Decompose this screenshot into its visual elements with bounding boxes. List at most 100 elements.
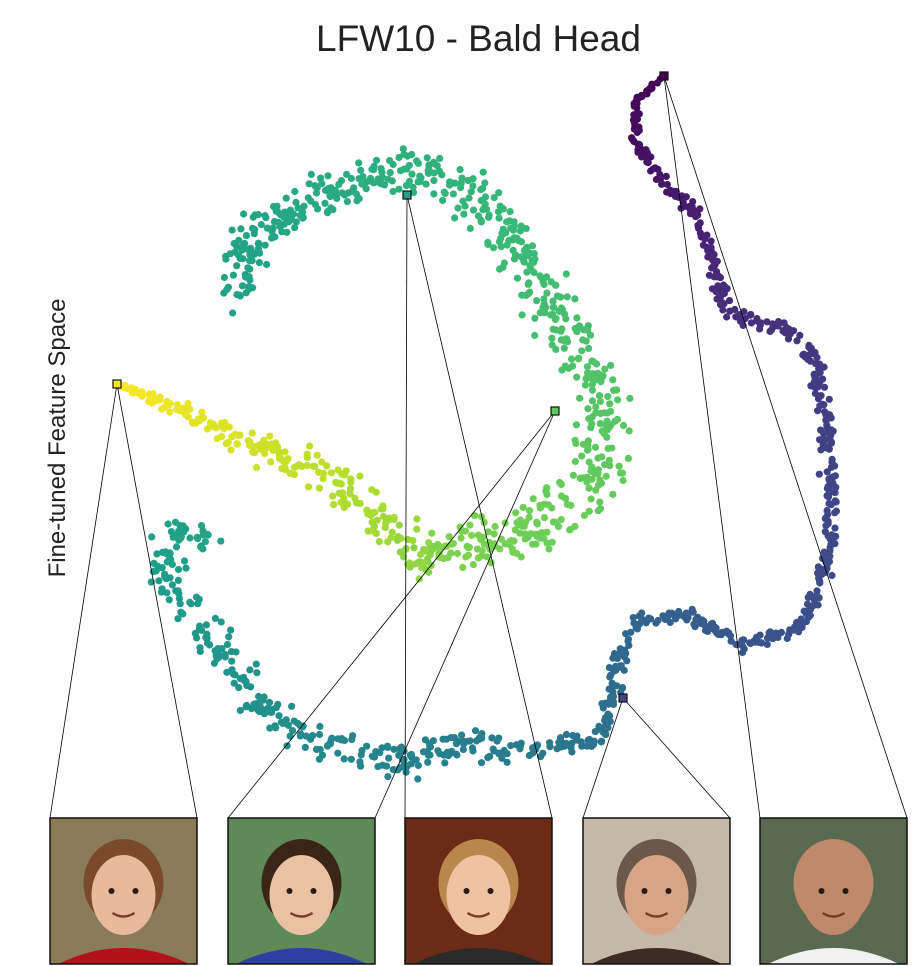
- data-point: [307, 735, 315, 743]
- data-point: [383, 742, 392, 750]
- data-point: [248, 257, 256, 265]
- data-point: [606, 400, 614, 408]
- data-point: [484, 528, 492, 536]
- data-point: [599, 728, 607, 736]
- data-point: [804, 355, 812, 363]
- data-point: [335, 489, 343, 497]
- data-point: [217, 618, 225, 626]
- data-point: [327, 469, 335, 477]
- data-point: [224, 438, 232, 446]
- data-point: [479, 533, 487, 541]
- data-point: [654, 616, 662, 625]
- data-point: [260, 693, 268, 701]
- data-point: [548, 334, 556, 342]
- data-point: [354, 195, 362, 203]
- data-point: [617, 663, 625, 672]
- data-point: [829, 427, 837, 435]
- data-point: [594, 454, 602, 462]
- data-point: [283, 742, 291, 750]
- data-point: [257, 221, 265, 229]
- data-point: [468, 531, 476, 540]
- data-point: [714, 282, 722, 290]
- data-point: [370, 523, 379, 531]
- data-point: [447, 734, 455, 742]
- data-point: [528, 242, 537, 250]
- data-point: [675, 611, 683, 619]
- data-point: [569, 731, 577, 740]
- data-point: [541, 309, 549, 317]
- data-point: [584, 441, 592, 449]
- data-point: [292, 198, 300, 206]
- data-point: [239, 242, 247, 250]
- data-point: [613, 415, 622, 423]
- data-point: [266, 698, 274, 707]
- data-point: [604, 392, 612, 401]
- data-point: [330, 501, 338, 509]
- data-point: [186, 598, 194, 607]
- data-point: [261, 450, 269, 458]
- data-point: [220, 273, 228, 282]
- data-point: [469, 561, 477, 569]
- data-point: [303, 450, 311, 458]
- data-point: [467, 188, 475, 196]
- data-point: [167, 528, 175, 536]
- data-point: [353, 499, 361, 507]
- data-point: [269, 202, 278, 211]
- thumbnail-face: [446, 855, 511, 935]
- data-point: [603, 417, 611, 425]
- data-point: [736, 317, 745, 325]
- data-point: [672, 192, 680, 200]
- data-point: [460, 210, 468, 218]
- data-point: [606, 712, 614, 720]
- data-point: [588, 386, 597, 394]
- data-point: [340, 755, 348, 763]
- data-point: [261, 241, 269, 249]
- data-point: [348, 735, 356, 744]
- data-point: [162, 575, 170, 583]
- data-point: [583, 363, 592, 371]
- data-point: [746, 311, 754, 319]
- data-point: [602, 472, 610, 480]
- data-point: [813, 353, 821, 362]
- data-point: [585, 484, 593, 492]
- data-point: [347, 478, 355, 486]
- highlight-marker: [550, 406, 560, 416]
- data-point: [526, 249, 534, 257]
- data-point: [417, 174, 425, 182]
- data-point: [681, 202, 689, 210]
- thumbnail-shirt: [236, 947, 367, 964]
- data-point: [347, 188, 355, 196]
- data-point: [212, 424, 220, 432]
- data-point: [572, 421, 581, 429]
- data-point: [250, 449, 258, 457]
- data-point: [473, 545, 482, 553]
- data-point: [235, 684, 243, 692]
- data-point: [605, 456, 613, 464]
- data-point: [477, 759, 486, 767]
- data-point: [531, 255, 539, 263]
- data-point: [495, 734, 503, 742]
- data-point: [203, 634, 211, 642]
- data-point: [466, 521, 474, 529]
- data-point: [822, 522, 830, 530]
- data-point: [502, 229, 510, 237]
- data-point: [202, 621, 210, 629]
- data-point: [412, 560, 420, 568]
- data-point: [747, 319, 756, 327]
- data-point: [592, 403, 600, 411]
- data-point: [256, 249, 264, 257]
- data-point: [267, 708, 275, 716]
- data-point: [497, 204, 505, 212]
- thumbnail-shirt: [591, 947, 722, 964]
- thumbnail-eye: [132, 888, 139, 894]
- data-point: [575, 322, 584, 330]
- data-point: [204, 531, 212, 539]
- data-point: [831, 524, 839, 532]
- data-point: [581, 381, 590, 389]
- data-point: [233, 291, 241, 299]
- data-point: [337, 736, 345, 744]
- data-point: [619, 421, 628, 430]
- data-point: [537, 753, 545, 761]
- data-point: [631, 123, 639, 131]
- data-point: [395, 751, 403, 759]
